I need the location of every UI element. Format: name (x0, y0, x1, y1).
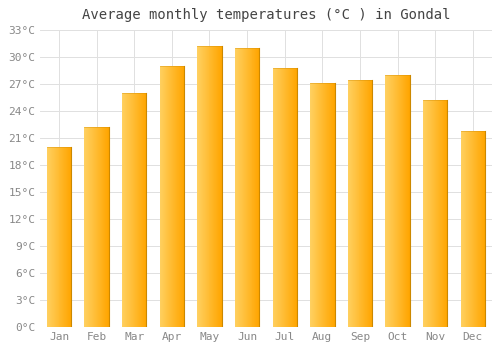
Title: Average monthly temperatures (°C ) in Gondal: Average monthly temperatures (°C ) in Go… (82, 8, 450, 22)
